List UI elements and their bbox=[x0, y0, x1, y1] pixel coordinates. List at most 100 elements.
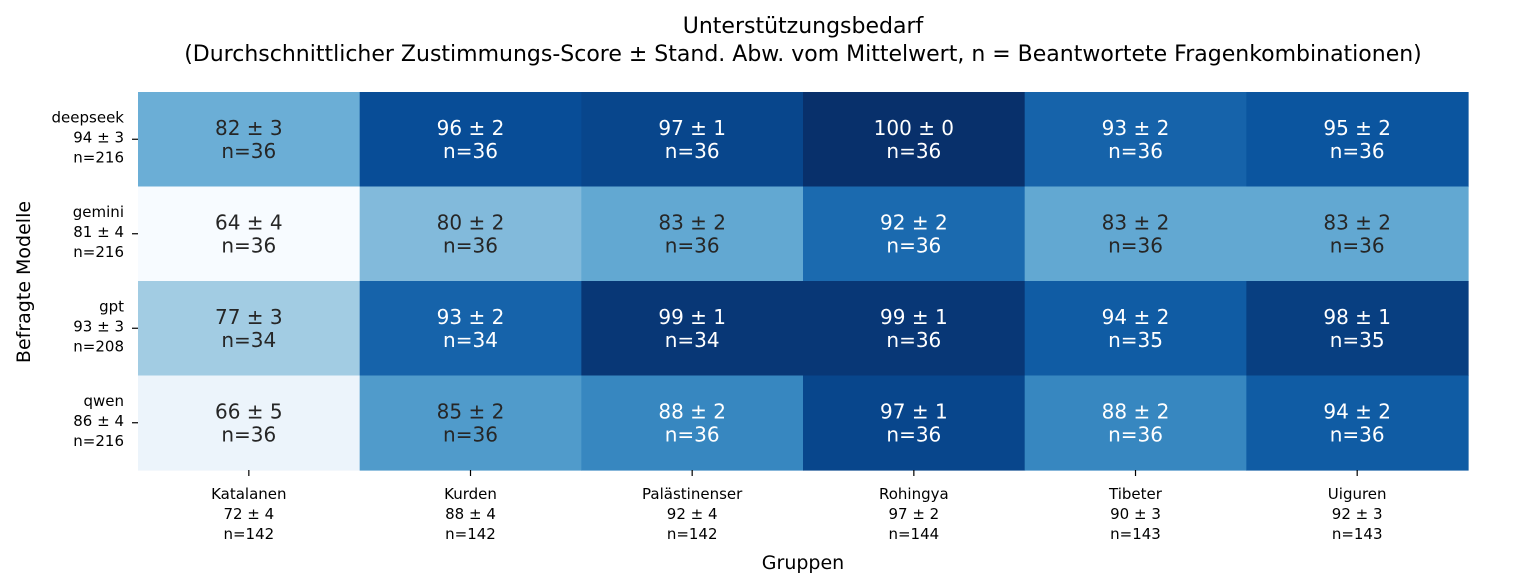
cell-n-label: n=35 bbox=[1108, 328, 1163, 352]
cell-value-label: 100 ± 0 bbox=[874, 116, 954, 140]
cell-n-label: n=34 bbox=[221, 328, 276, 352]
cell-n-label: n=36 bbox=[443, 139, 498, 163]
heatmap-cell bbox=[581, 92, 804, 188]
cell-n-label: n=36 bbox=[886, 139, 941, 163]
cell-value-label: 94 ± 2 bbox=[1102, 305, 1170, 329]
cell-n-label: n=36 bbox=[221, 139, 276, 163]
cell-n-label: n=36 bbox=[665, 139, 720, 163]
x-tick-label: n=143 bbox=[1332, 525, 1383, 543]
heatmap-cell bbox=[1246, 92, 1469, 188]
x-tick-label: Tibeter bbox=[1108, 485, 1163, 503]
cell-value-label: 97 ± 1 bbox=[658, 116, 726, 140]
heatmap-cell bbox=[138, 375, 361, 471]
heatmap-cell bbox=[803, 92, 1026, 188]
cell-value-label: 93 ± 2 bbox=[437, 305, 505, 329]
cell-value-label: 96 ± 2 bbox=[437, 116, 505, 140]
heatmap-cell bbox=[1024, 375, 1247, 471]
heatmap-cell bbox=[1024, 92, 1247, 188]
heatmap-cell bbox=[1246, 186, 1469, 282]
heatmap-cell bbox=[581, 186, 804, 282]
x-tick-label: 92 ± 4 bbox=[667, 505, 718, 523]
cell-n-label: n=36 bbox=[443, 423, 498, 447]
cell-n-label: n=36 bbox=[1108, 139, 1163, 163]
cell-value-label: 93 ± 2 bbox=[1102, 116, 1170, 140]
cell-n-label: n=34 bbox=[665, 328, 720, 352]
y-axis-ticks: deepseek 94 ± 3 n=216 gemini 81 ± 4 n=216 gpt 9… bbox=[52, 108, 138, 450]
x-tick-label: Kurden bbox=[444, 485, 497, 503]
cell-value-label: 94 ± 2 bbox=[1323, 400, 1391, 424]
x-tick-label: n=142 bbox=[445, 525, 496, 543]
cell-n-label: n=36 bbox=[221, 423, 276, 447]
cell-n-label: n=36 bbox=[886, 423, 941, 447]
x-tick-label: 72 ± 4 bbox=[223, 505, 274, 523]
cell-n-label: n=36 bbox=[665, 234, 720, 258]
cell-n-label: n=36 bbox=[665, 423, 720, 447]
x-tick-label: n=143 bbox=[1110, 525, 1161, 543]
x-tick-label: n=144 bbox=[888, 525, 939, 543]
cell-value-label: 66 ± 5 bbox=[215, 400, 283, 424]
cell-n-label: n=36 bbox=[1108, 423, 1163, 447]
cell-value-label: 99 ± 1 bbox=[880, 305, 948, 329]
chart-title: Unterstützungsbedarf bbox=[683, 14, 925, 39]
cell-n-label: n=36 bbox=[1330, 139, 1385, 163]
heatmap-cell bbox=[138, 281, 361, 377]
y-axis-label: Befragte Modelle bbox=[13, 201, 35, 363]
cell-value-label: 83 ± 2 bbox=[658, 211, 726, 235]
cell-n-label: n=35 bbox=[1330, 328, 1385, 352]
heatmap-cell bbox=[581, 375, 804, 471]
cell-value-label: 85 ± 2 bbox=[437, 400, 505, 424]
cell-value-label: 88 ± 2 bbox=[658, 400, 726, 424]
cell-value-label: 88 ± 2 bbox=[1102, 400, 1170, 424]
cell-value-label: 99 ± 1 bbox=[658, 305, 726, 329]
y-tick-label: 86 ± 4 bbox=[73, 412, 124, 430]
y-tick-label: gemini bbox=[73, 203, 124, 221]
x-axis-label: Gruppen bbox=[762, 552, 844, 574]
x-tick-label: Palästinenser bbox=[642, 485, 743, 503]
heatmap-cell bbox=[138, 92, 361, 188]
y-tick-label: 94 ± 3 bbox=[73, 128, 124, 146]
heatmap-cell bbox=[1024, 186, 1247, 282]
y-tick-label: n=216 bbox=[73, 243, 124, 261]
x-tick-label: n=142 bbox=[223, 525, 274, 543]
cell-n-label: n=36 bbox=[1330, 423, 1385, 447]
heatmap-cell bbox=[359, 186, 582, 282]
heatmap-cell bbox=[138, 186, 361, 282]
chart-subtitle: (Durchschnittlicher Zustimmungs-Score ± … bbox=[184, 42, 1422, 67]
heatmap-cell bbox=[359, 375, 582, 471]
cell-value-label: 92 ± 2 bbox=[880, 211, 948, 235]
heatmap-cell bbox=[803, 186, 1026, 282]
x-tick-label: 97 ± 2 bbox=[888, 505, 939, 523]
x-tick-label: Uiguren bbox=[1328, 485, 1387, 503]
heatmap-cell bbox=[359, 92, 582, 188]
cell-n-label: n=36 bbox=[886, 234, 941, 258]
x-axis-ticks: Katalanen 72 ± 4 n=142 Kurden 88 ± 4 n=142 Pal… bbox=[211, 470, 1387, 543]
cell-value-label: 83 ± 2 bbox=[1323, 211, 1391, 235]
cell-n-label: n=36 bbox=[1330, 234, 1385, 258]
y-tick-label: qwen bbox=[83, 392, 124, 410]
y-tick-label: deepseek bbox=[52, 108, 125, 126]
cell-n-label: n=36 bbox=[886, 328, 941, 352]
cell-n-label: n=34 bbox=[443, 328, 498, 352]
y-tick-label: 81 ± 4 bbox=[73, 223, 124, 241]
y-tick-label: 93 ± 3 bbox=[73, 317, 124, 335]
cell-value-label: 83 ± 2 bbox=[1102, 211, 1170, 235]
x-tick-label: 88 ± 4 bbox=[445, 505, 496, 523]
heatmap-cell bbox=[359, 281, 582, 377]
cell-n-label: n=36 bbox=[221, 234, 276, 258]
cell-value-label: 82 ± 3 bbox=[215, 116, 283, 140]
x-tick-label: 90 ± 3 bbox=[1110, 505, 1161, 523]
x-tick-label: Rohingya bbox=[879, 485, 949, 503]
y-tick-label: n=216 bbox=[73, 148, 124, 166]
x-tick-label: 92 ± 3 bbox=[1332, 505, 1383, 523]
heatmap-cell bbox=[1024, 281, 1247, 377]
heatmap-cell bbox=[581, 281, 804, 377]
y-tick-label: n=208 bbox=[73, 337, 124, 355]
heatmap-cell bbox=[1246, 281, 1469, 377]
heatmap-cell bbox=[1246, 375, 1469, 471]
x-tick-label: n=142 bbox=[667, 525, 718, 543]
cell-value-label: 98 ± 1 bbox=[1323, 305, 1391, 329]
cell-value-label: 77 ± 3 bbox=[215, 305, 283, 329]
x-tick-label: Katalanen bbox=[211, 485, 286, 503]
